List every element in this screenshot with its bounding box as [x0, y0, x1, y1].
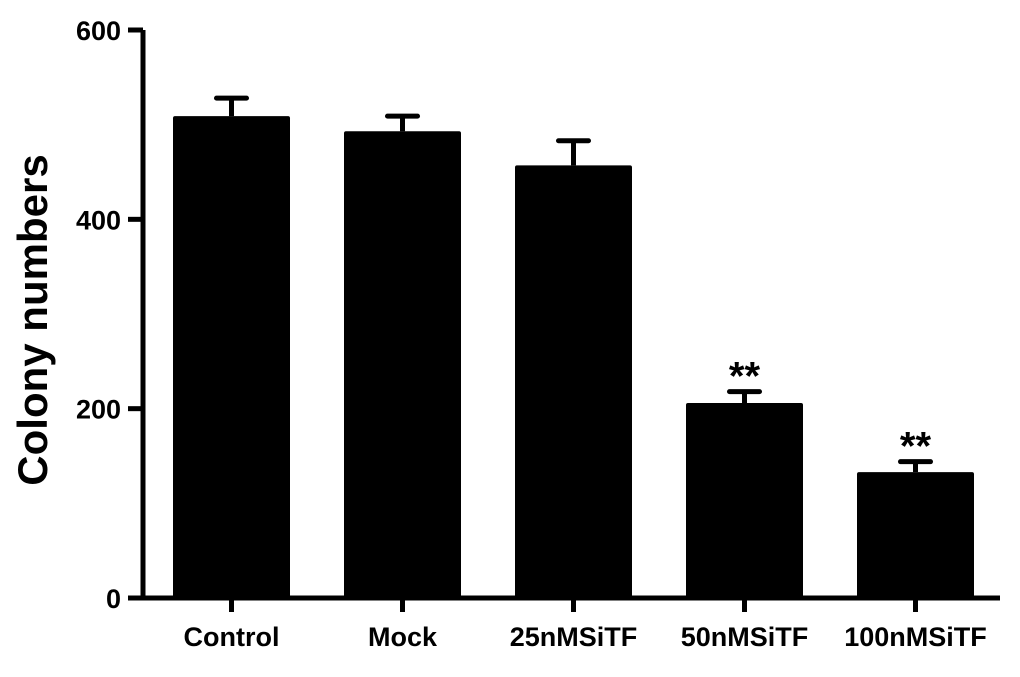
y-tick-label: 600	[76, 16, 121, 46]
x-tick-label: Control	[184, 622, 280, 652]
bar-control	[173, 116, 290, 598]
bar-50nmsitf	[686, 402, 803, 598]
x-tick-label: Mock	[368, 622, 438, 652]
bar-25nmsitf	[515, 165, 632, 598]
x-tick-label: 25nMSiTF	[510, 622, 638, 652]
bar-100nmsitf	[857, 472, 974, 598]
significance-marker: **	[900, 425, 932, 469]
y-axis-label: Colony numbers	[9, 154, 56, 485]
bar-mock	[344, 131, 461, 598]
significance-marker: **	[729, 355, 761, 399]
y-tick-label: 0	[106, 584, 121, 614]
y-tick-label: 400	[76, 205, 121, 235]
x-tick-label: 100nMSiTF	[844, 622, 987, 652]
y-tick-label: 200	[76, 395, 121, 425]
x-tick-label: 50nMSiTF	[681, 622, 809, 652]
